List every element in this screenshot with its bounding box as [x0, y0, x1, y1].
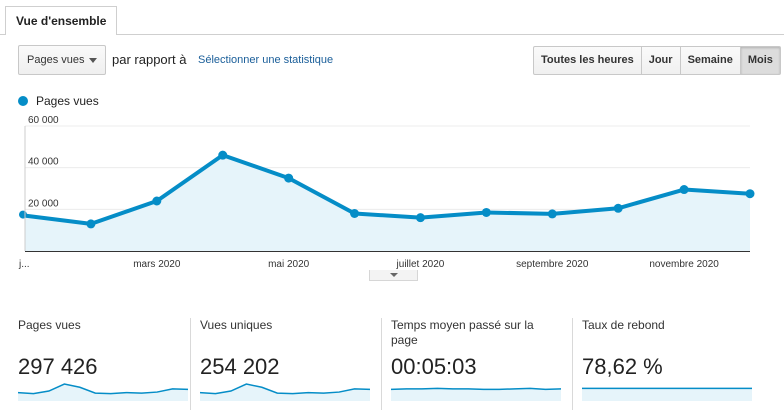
x-tick-label: mai 2020: [268, 259, 310, 270]
y-tick-label: 40 000: [28, 157, 59, 168]
tab-overview[interactable]: Vue d'ensemble: [5, 6, 118, 35]
data-point: [86, 219, 96, 229]
sparkline: [18, 383, 189, 401]
tab-bar: Vue d'ensemble: [0, 0, 784, 35]
data-point: [679, 185, 689, 195]
sparkline-area: [391, 388, 561, 401]
scorecard[interactable]: Temps moyen passé sur la page 00:05:03: [381, 318, 572, 410]
scorecard-value: 297 426: [18, 354, 98, 379]
sparkline-line: [18, 383, 189, 395]
data-point: [350, 209, 360, 218]
sparkline: [391, 387, 562, 401]
scorecard[interactable]: Vues uniques 254 202: [190, 318, 381, 410]
scorecard-label: Pages vues: [18, 318, 81, 332]
x-tick-label: novembre 2020: [649, 259, 719, 270]
sparkline-area: [582, 388, 752, 401]
legend-dot-icon: [18, 96, 28, 106]
period-selector: Toutes les heures Jour Semaine Mois: [533, 46, 781, 75]
data-point: [613, 203, 623, 213]
x-tick-label: j...: [18, 259, 30, 270]
scorecard-value: 254 202: [200, 354, 280, 379]
data-point: [415, 213, 425, 223]
scorecard-label: Taux de rebond: [582, 318, 665, 332]
period-month-button[interactable]: Mois: [739, 46, 781, 75]
sparkline: [200, 383, 371, 401]
scorecard-label: Vues uniques: [200, 318, 273, 332]
period-hourly-button[interactable]: Toutes les heures: [533, 46, 642, 75]
scorecard[interactable]: Pages vues 297 426: [18, 318, 198, 410]
sparkline-area: [18, 384, 188, 401]
data-point: [547, 209, 557, 219]
sparkline: [582, 387, 752, 401]
select-metric-link[interactable]: Sélectionner une statistique: [198, 54, 334, 66]
scorecard-value: 00:05:03: [391, 354, 477, 379]
x-tick-label: mars 2020: [133, 259, 181, 270]
period-week-button[interactable]: Semaine: [679, 46, 741, 75]
y-tick-label: 60 000: [28, 115, 59, 126]
metric-select[interactable]: Pages vues: [18, 45, 106, 75]
data-point: [218, 150, 228, 160]
scorecard[interactable]: Taux de rebond 78,62 %: [572, 318, 763, 410]
data-point: [284, 173, 294, 183]
scorecard-label: Temps moyen passé sur la page: [391, 318, 534, 347]
data-point: [481, 207, 491, 217]
sparkline-area: [200, 384, 370, 401]
chevron-down-icon: [89, 58, 97, 63]
scorecards: Pages vues 297 426 Vues uniques 254 202 Temp…: [0, 318, 784, 410]
y-tick-label: 20 000: [28, 198, 59, 209]
x-tick-label: juillet 2020: [396, 259, 445, 270]
line-chart[interactable]: 60 000 40 000 20 000 j... mars 2020 mai 2020 j…: [0, 110, 784, 270]
compare-text: par rapport à: [112, 52, 187, 67]
sparkline-line: [391, 387, 562, 391]
metric-select-value: Pages vues: [27, 54, 85, 66]
x-tick-label: septembre 2020: [516, 259, 589, 270]
data-point: [152, 196, 162, 206]
legend-label: Pages vues: [36, 94, 99, 108]
series-area: [25, 155, 750, 251]
data-point: [745, 189, 755, 199]
series-line: [24, 153, 751, 226]
chart-collapse-handle[interactable]: [369, 270, 418, 281]
period-day-button[interactable]: Jour: [640, 46, 681, 75]
sparkline-line: [200, 383, 371, 395]
scorecard-value: 78,62 %: [582, 354, 663, 379]
chart-legend: Pages vues: [18, 94, 99, 108]
